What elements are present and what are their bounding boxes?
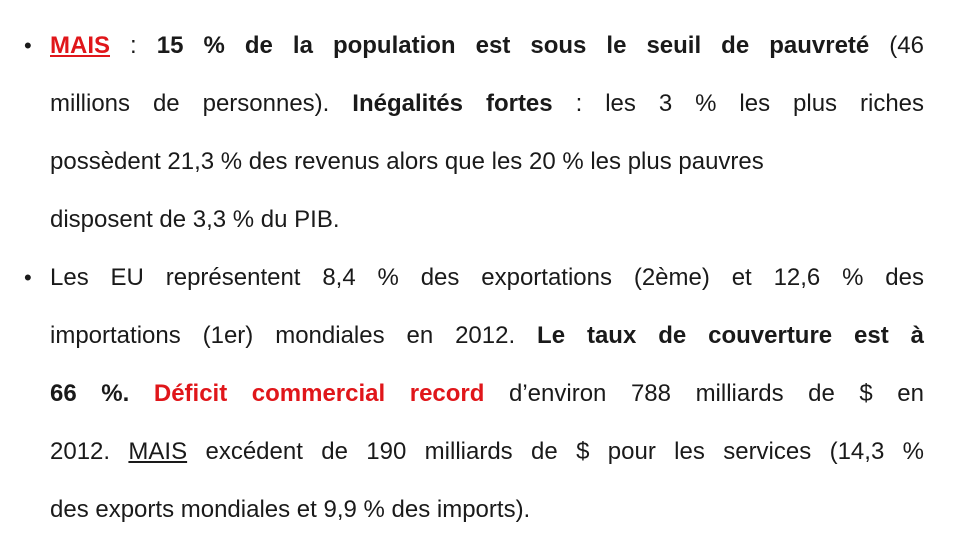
text-span: disposent de 3,3 % du PIB. — [50, 206, 340, 233]
text-span: : les 3 % les plus riches — [552, 90, 925, 117]
bullet-dot: • — [24, 33, 32, 58]
bullet-line: 2012. MAIS excédent de 190 milliards de … — [50, 423, 924, 481]
highlight-deficit: Déficit commercial record — [153, 380, 485, 407]
bullet-line: 66 %. Déficit commercial record d’enviro… — [50, 365, 924, 423]
text-span: excédent de 190 milliards de $ pour les … — [187, 438, 924, 465]
text-span: des exports mondiales et 9,9 % des impor… — [50, 496, 531, 523]
text-span: importations (1er) mondiales en 2012. — [50, 322, 538, 349]
bullet-line: millions de personnes). Inégalités forte… — [50, 75, 924, 133]
bullet-line: disposent de 3,3 % du PIB. — [50, 191, 924, 249]
highlight-mais: MAIS — [50, 32, 110, 59]
text-span: (46 — [869, 32, 924, 59]
text-span: Les EU représentent 8,4 % des exportatio… — [50, 264, 924, 291]
bullet-line: Les EU représentent 8,4 % des exportatio… — [50, 249, 924, 307]
highlight-mais-underlined: MAIS — [128, 438, 188, 465]
text-span: millions de personnes). — [50, 90, 353, 117]
bullet-line: des exports mondiales et 9,9 % des impor… — [50, 481, 924, 539]
text-bold: Le taux de couverture est à — [537, 322, 924, 349]
text-span — [129, 380, 154, 407]
bullet-line: possèdent 21,3 % des revenus alors que l… — [50, 133, 924, 191]
text-bold: 15 % de la population est sous le seuil … — [156, 32, 870, 59]
text-span: : — [110, 32, 157, 59]
text-span: d’environ 788 milliards de $ en — [484, 380, 925, 407]
text-span: 2012. — [50, 438, 129, 465]
text-bold: Inégalités fortes — [352, 90, 553, 117]
bullet-dot: • — [24, 265, 32, 290]
bullet-line: MAIS : 15 % de la population est sous le… — [50, 17, 924, 75]
bullet-line: importations (1er) mondiales en 2012. Le… — [50, 307, 924, 365]
text-bold: 66 %. — [50, 380, 130, 407]
text-span: possèdent 21,3 % des revenus alors que l… — [50, 148, 764, 175]
